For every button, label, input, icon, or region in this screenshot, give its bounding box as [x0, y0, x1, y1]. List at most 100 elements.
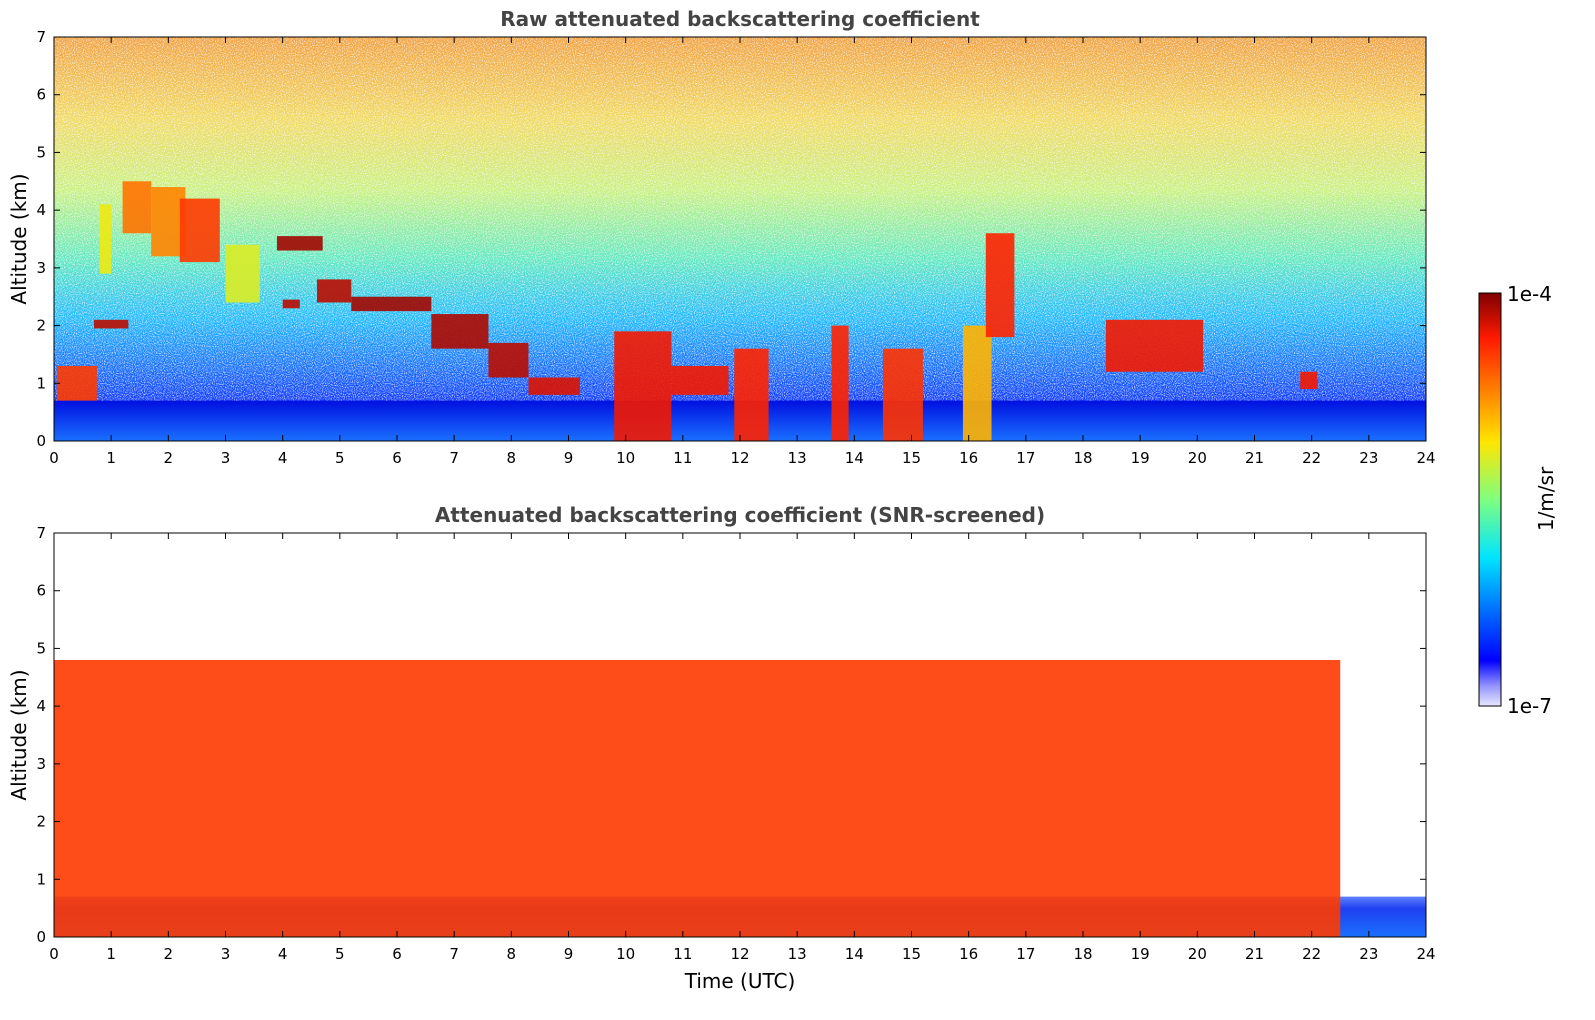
bottom-panel-xtick-label: 1 — [106, 945, 116, 963]
top-panel-cloud-feature-12 — [431, 314, 489, 349]
bottom-panel-ytick-label: 0 — [36, 928, 46, 946]
colorbar-min-label: 1e-7 — [1507, 694, 1552, 718]
top-panel-xtick-label: 7 — [449, 449, 459, 467]
bottom-panel-xtick-label: 23 — [1359, 945, 1378, 963]
top-panel-xtick-label: 2 — [164, 449, 174, 467]
bottom-panel-plot — [54, 533, 1426, 937]
top-panel-ytick-label: 1 — [36, 374, 46, 392]
bottom-panel-ylabel: Altitude (km) — [7, 669, 31, 800]
top-panel-xtick-label: 9 — [564, 449, 574, 467]
top-panel-plot — [54, 37, 1426, 441]
top-panel-cloud-feature-9 — [282, 299, 300, 309]
bottom-panel-xtick-label: 22 — [1302, 945, 1321, 963]
top-panel-xtick-label: 8 — [507, 449, 517, 467]
bottom-panel-xtick-label: 2 — [164, 945, 174, 963]
top-panel-features — [54, 181, 1426, 441]
top-panel-xtick-label: 16 — [959, 449, 978, 467]
bottom-panel-xtick-label: 7 — [449, 945, 459, 963]
top-panel-cloud-feature-15 — [614, 331, 672, 441]
top-panel-ytick-label: 6 — [36, 86, 46, 104]
bottom-panel-xtick-label: 20 — [1188, 945, 1207, 963]
top-panel-cloud-feature-22 — [1105, 319, 1204, 372]
top-panel-ytick-label: 7 — [36, 28, 46, 46]
bottom-panel-xtick-label: 17 — [1016, 945, 1035, 963]
top-panel-cloud-feature-16 — [671, 365, 729, 395]
bottom-panel-xtick-label: 8 — [507, 945, 517, 963]
bottom-panel-ytick-label: 3 — [36, 755, 46, 773]
top-panel-cloud-feature-19 — [882, 348, 923, 441]
bottom-panel-axes: 0 1 2 3 4 5 6 7 8 9 10 11 12 13 14 15 16 17 18 19 20 21 22 23 24… — [36, 524, 1435, 963]
top-panel-cloud-feature-14 — [528, 377, 580, 395]
colorbar-unit-label: 1/m/sr — [1534, 466, 1558, 531]
top-panel-xtick-label: 12 — [730, 449, 749, 467]
bottom-panel-ytick-label: 5 — [36, 639, 46, 657]
top-panel-cloud-feature-23 — [1300, 371, 1318, 390]
top-panel-xtick-label: 21 — [1245, 449, 1264, 467]
top-panel-xtick-label: 5 — [335, 449, 345, 467]
top-panel-ytick-label: 3 — [36, 259, 46, 277]
colorbar-max-label: 1e-4 — [1507, 282, 1552, 306]
top-panel-cloud-feature-21 — [985, 233, 1015, 338]
top-panel-ytick-label: 5 — [36, 143, 46, 161]
top-panel-ytick-label: 0 — [36, 432, 46, 450]
top-panel-xtick-label: 10 — [616, 449, 635, 467]
top-panel-xtick-label: 0 — [49, 449, 59, 467]
top-panel-xtick-label: 13 — [788, 449, 807, 467]
top-panel-cloud-feature-5 — [179, 198, 220, 263]
bottom-panel-xtick-label: 11 — [673, 945, 692, 963]
bottom-panel-xtick-label: 19 — [1131, 945, 1150, 963]
top-panel-cloud-feature-17 — [734, 348, 769, 441]
bottom-panel-xtick-label: 21 — [1245, 945, 1264, 963]
bottom-panel-xtick-label: 5 — [335, 945, 345, 963]
bottom-panel-ytick-label: 4 — [36, 697, 46, 715]
bottom-panel-xtick-label: 15 — [902, 945, 921, 963]
top-panel-cloud-feature-13 — [488, 342, 529, 378]
bottom-panel-xtick-label: 6 — [392, 945, 402, 963]
bottom-panel-ytick-label: 6 — [36, 582, 46, 600]
bottom-panel-ytick-label: 1 — [36, 870, 46, 888]
bottom-panel-ytick-label: 7 — [36, 524, 46, 542]
top-panel-xtick-label: 20 — [1188, 449, 1207, 467]
top-panel-cloud-feature-2 — [99, 204, 112, 274]
bottom-panel-xtick-label: 24 — [1416, 945, 1435, 963]
top-panel-ytick-label: 2 — [36, 317, 46, 335]
bottom-panel-xtick-label: 12 — [730, 945, 749, 963]
top-panel-cloud-feature-7 — [94, 319, 129, 329]
top-panel-cloud-feature-6 — [225, 244, 260, 303]
bottom-panel-xtick-label: 10 — [616, 945, 635, 963]
top-panel-axes: 0 1 2 3 4 5 6 7 8 9 10 11 12 13 14 15 16 17 18 19 20 21 22 23 24… — [36, 28, 1435, 467]
colorbar: 1e-4 1e-7 1/m/sr — [1478, 282, 1558, 718]
top-panel-cloud-feature-8 — [276, 236, 323, 251]
top-panel-xtick-label: 14 — [845, 449, 864, 467]
top-panel-cloud-feature-3 — [122, 181, 152, 234]
top-panel-ytick-label: 4 — [36, 201, 46, 219]
bottom-panel-xtick-label: 14 — [845, 945, 864, 963]
top-panel-xtick-label: 19 — [1131, 449, 1150, 467]
top-panel-ylabel: Altitude (km) — [7, 173, 31, 304]
top-panel-cloud-feature-11 — [351, 296, 432, 312]
bottom-panel-features — [54, 659, 1426, 937]
colorbar-gradient — [1478, 292, 1502, 707]
top-panel-cloud-feature-20 — [962, 325, 992, 441]
bottom-panel-xtick-label: 0 — [49, 945, 59, 963]
top-panel-title: Raw attenuated backscattering coefficien… — [500, 7, 980, 31]
top-panel-cloud-feature-18 — [831, 325, 849, 441]
top-panel-cloud-feature-10 — [316, 279, 352, 303]
bottom-panel-cloud-feature-1 — [54, 659, 1341, 937]
top-panel-cloud-feature-1 — [56, 365, 97, 401]
top-panel-xtick-label: 11 — [673, 449, 692, 467]
bottom-panel-xlabel: Time (UTC) — [684, 969, 796, 993]
bottom-panel-ytick-label: 2 — [36, 813, 46, 831]
bottom-panel-title: Attenuated backscattering coefficient (S… — [435, 503, 1045, 527]
top-panel-xtick-label: 24 — [1416, 449, 1435, 467]
top-panel-xtick-label: 22 — [1302, 449, 1321, 467]
top-panel-xtick-label: 6 — [392, 449, 402, 467]
bottom-panel-xtick-label: 16 — [959, 945, 978, 963]
bottom-panel-xtick-label: 4 — [278, 945, 288, 963]
top-panel-xtick-label: 17 — [1016, 449, 1035, 467]
top-panel-xtick-label: 23 — [1359, 449, 1378, 467]
top-panel-xtick-label: 3 — [221, 449, 231, 467]
bottom-panel-xtick-label: 13 — [788, 945, 807, 963]
top-panel-xtick-label: 4 — [278, 449, 288, 467]
